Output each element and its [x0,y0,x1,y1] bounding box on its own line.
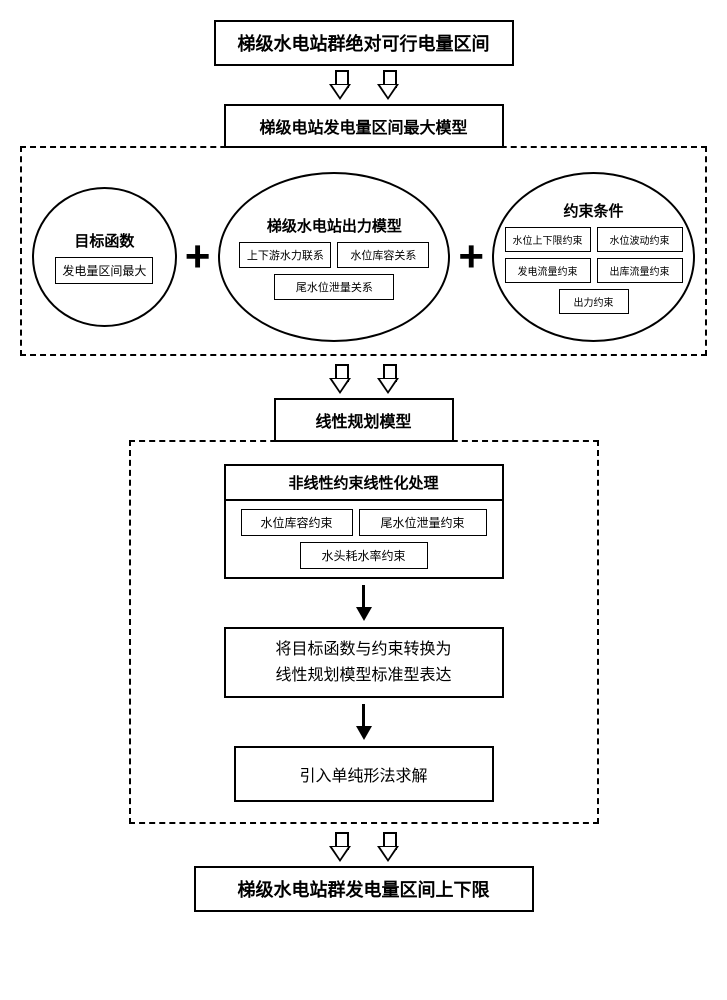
linearization-block: 非线性约束线性化处理 水位库容约束 尾水位泄量约束 水头耗水率约束 [224,464,504,579]
arrows-2 [20,364,707,394]
e3-item-1: 水位波动约束 [597,227,683,252]
p2-sub-2: 水头耗水率约束 [300,542,428,569]
panel2-step3: 引入单纯形法求解 [234,746,494,802]
p2-sub-0: 水位库容约束 [241,509,353,536]
e3-item-0: 水位上下限约束 [505,227,591,252]
e2-item-2: 尾水位泄量关系 [274,274,394,300]
ellipse1-title: 目标函数 [74,230,134,251]
plus-icon: + [458,235,484,279]
ellipse-output-model: 梯级水电站出力模型 上下游水力联系 水位库容关系 尾水位泄量关系 [218,172,450,342]
ellipse-constraints: 约束条件 水位上下限约束 水位波动约束 发电流量约束 出库流量约束 出力约束 [492,172,695,342]
panel2-step2: 将目标函数与约束转换为 线性规划模型标准型表达 [224,627,504,698]
e2-item-1: 水位库容关系 [337,242,429,268]
panel-2: 线性规划模型 非线性约束线性化处理 水位库容约束 尾水位泄量约束 水头耗水率约束… [129,398,599,824]
e2-item-0: 上下游水力联系 [239,242,331,268]
e3-item-4: 出力约束 [559,289,629,314]
panel-1: 梯级电站发电量区间最大模型 目标函数 发电量区间最大 + 梯级水电站出力模型 上… [20,104,707,356]
p2-sub-1: 尾水位泄量约束 [359,509,487,536]
arrows-3 [20,832,707,862]
bottom-title: 梯级水电站群发电量区间上下限 [194,866,534,912]
ellipse1-item-0: 发电量区间最大 [55,257,153,284]
panel2-header: 线性规划模型 [274,398,454,442]
arrow-down-icon [151,704,577,740]
ellipse2-title: 梯级水电站出力模型 [267,215,402,236]
e3-item-2: 发电流量约束 [505,258,591,283]
top-title: 梯级水电站群绝对可行电量区间 [214,20,514,66]
ellipse-objective: 目标函数 发电量区间最大 [32,187,177,327]
panel2-subheader: 非线性约束线性化处理 [224,464,504,501]
ellipse3-title: 约束条件 [564,200,624,221]
e3-item-3: 出库流量约束 [597,258,683,283]
arrows-1 [20,70,707,100]
panel1-header: 梯级电站发电量区间最大模型 [224,104,504,148]
arrow-down-icon [151,585,577,621]
plus-icon: + [185,235,211,279]
